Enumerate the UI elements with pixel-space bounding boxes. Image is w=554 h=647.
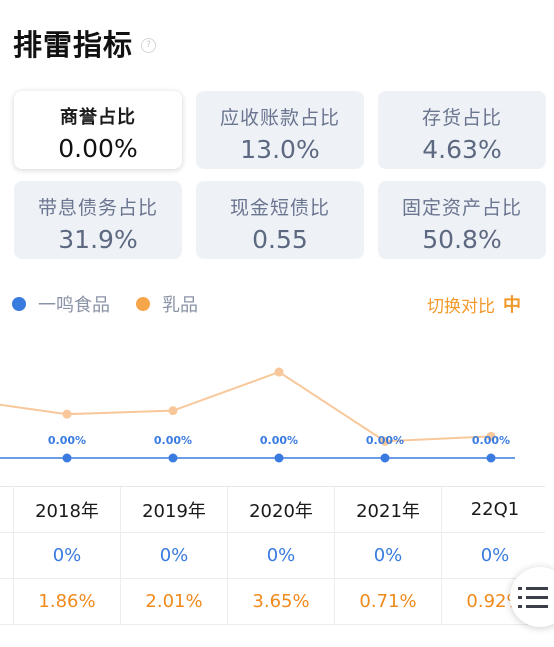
chart-legend: 一鸣食品 乳品	[12, 291, 198, 317]
data-point-dairy[interactable]	[168, 406, 178, 416]
page-title: 排雷指标	[13, 28, 134, 62]
table-cell: 0.71%	[334, 579, 441, 624]
table-cell: 0%	[441, 533, 548, 578]
legend-dot-yiming	[12, 297, 26, 311]
help-icon[interactable]: ?	[141, 37, 157, 53]
table-header-row: 2018年 2019年 2020年 2021年 22Q1	[0, 487, 545, 533]
table-cell: 0%	[227, 533, 334, 578]
metric-card[interactable]: 应收账款占比 13.0%	[196, 91, 364, 169]
data-point-dairy[interactable]	[486, 431, 496, 441]
data-table: 2018年 2019年 2020年 2021年 22Q1 0% 0% 0% 0%…	[0, 486, 545, 625]
metric-card[interactable]: 固定资产占比 50.8%	[378, 181, 546, 259]
data-point-yiming[interactable]	[380, 453, 390, 463]
switch-compare-label: 切换对比	[427, 296, 495, 317]
metric-label: 固定资产占比	[401, 197, 522, 219]
data-label-yiming: 0.00%	[154, 434, 192, 447]
metric-value: 4.63%	[422, 135, 502, 164]
legend-dot-dairy	[136, 297, 150, 311]
metric-cards: 商誉占比 0.00% 应收账款占比 13.0% 存货占比 4.63% 带息债务占比 31.9%…	[14, 91, 548, 259]
column-header: 2021年	[334, 487, 441, 532]
data-label-yiming: 0.00%	[366, 434, 404, 447]
data-point-dairy[interactable]	[274, 367, 284, 377]
table-row-dairy: 1.86% 2.01% 3.65% 0.71% 0.92%	[0, 579, 545, 625]
metric-label: 现金短债比	[229, 197, 330, 219]
table-cell: 2.01%	[120, 579, 227, 624]
metric-value: 31.9%	[58, 225, 138, 254]
data-point-yiming[interactable]	[62, 453, 72, 463]
legend-label-yiming[interactable]: 一鸣食品	[38, 295, 110, 316]
metric-value: 0.55	[252, 225, 308, 254]
metric-card[interactable]: 存货占比 4.63%	[378, 91, 546, 169]
data-point-dairy[interactable]	[62, 409, 72, 419]
metric-label: 带息债务占比	[37, 197, 158, 219]
legend-label-dairy[interactable]: 乳品	[162, 295, 198, 316]
data-point-yiming[interactable]	[486, 453, 496, 463]
series-line-dairy	[0, 370, 492, 443]
data-label-yiming: 0.00%	[260, 434, 298, 447]
metric-value: 13.0%	[240, 135, 320, 164]
metric-value: 50.8%	[422, 225, 502, 254]
table-cell: 0%	[120, 533, 227, 578]
data-point-yiming[interactable]	[274, 453, 284, 463]
floating-menu-button[interactable]	[510, 567, 554, 627]
switch-compare-button[interactable]: 切换对比 中	[427, 291, 521, 317]
compare-icon: 中	[503, 295, 521, 316]
data-point-yiming[interactable]	[168, 453, 178, 463]
table-cell: 1.86%	[13, 579, 120, 624]
data-point-dairy[interactable]	[380, 436, 390, 446]
data-label-yiming: 0.00%	[48, 434, 86, 447]
column-header: 22Q1	[441, 487, 548, 532]
metric-label: 商誉占比	[60, 107, 136, 128]
metric-label: 应收账款占比	[219, 107, 340, 129]
metric-card[interactable]: 现金短债比 0.55	[196, 181, 364, 259]
list-icon	[518, 587, 548, 614]
metric-card[interactable]: 带息债务占比 31.9%	[14, 181, 182, 259]
column-header: 2019年	[120, 487, 227, 532]
column-header: 2020年	[227, 487, 334, 532]
metric-value: 0.00%	[58, 134, 138, 163]
metric-card[interactable]: 商誉占比 0.00%	[14, 91, 182, 169]
data-label-yiming: 0.00%	[472, 434, 510, 447]
table-cell: 0%	[13, 533, 120, 578]
table-cell: 0%	[334, 533, 441, 578]
line-chart: 0.00% 0.00% 0.00% 0.00% 0.00%	[0, 367, 515, 463]
column-header: 2018年	[13, 487, 120, 532]
table-row-yiming: 0% 0% 0% 0% 0%	[0, 533, 545, 579]
table-cell: 0.92%	[441, 579, 548, 624]
table-cell: 3.65%	[227, 579, 334, 624]
metric-label: 存货占比	[421, 107, 502, 129]
section-header: 排雷指标 ?	[13, 22, 157, 64]
